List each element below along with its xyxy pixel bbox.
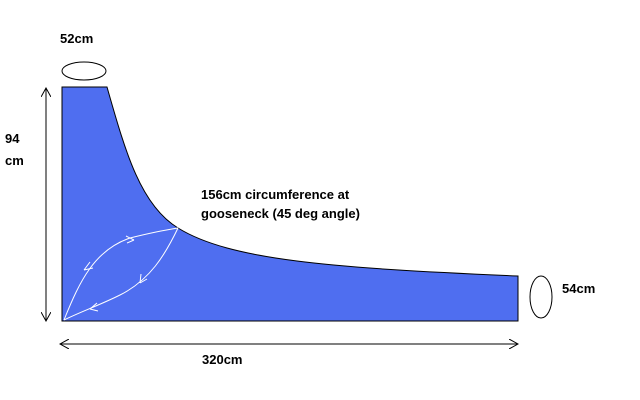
height-label: cm — [5, 153, 24, 168]
shape — [61, 86, 519, 322]
flow-line — [63, 227, 179, 321]
height-label: 94 — [5, 131, 20, 146]
end-label: 54cm — [562, 281, 595, 296]
flow-arrow — [139, 273, 148, 284]
gooseneck-label: 156cm circumference at — [201, 187, 350, 202]
top-label: 52cm — [60, 31, 93, 46]
length-label: 320cm — [202, 352, 242, 367]
end-ellipse — [529, 275, 553, 319]
flow-line — [63, 227, 179, 321]
flow-arrow — [125, 235, 135, 244]
top-ellipse — [61, 61, 107, 81]
flow-arrow — [83, 261, 94, 271]
gooseneck-label: gooseneck (45 deg angle) — [201, 206, 360, 221]
flow-arrow — [89, 302, 99, 312]
